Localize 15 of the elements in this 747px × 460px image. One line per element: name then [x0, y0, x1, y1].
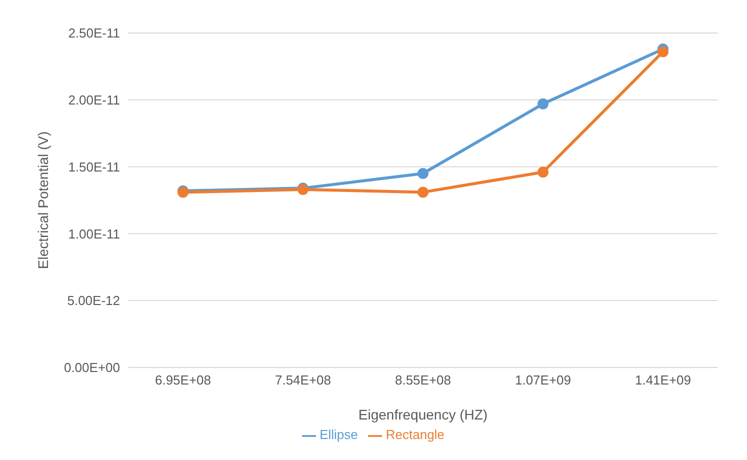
- y-tick-label: 1.50E-11: [68, 159, 120, 174]
- legend-label: Ellipse: [320, 427, 358, 442]
- y-tick-label: 5.00E-12: [67, 293, 120, 308]
- y-axis-title: Electrical Potential (V): [34, 131, 51, 270]
- y-tick-label: 0.00E+00: [64, 360, 120, 376]
- y-tick-label: 2.50E-11: [68, 26, 120, 41]
- legend-label: Rectangle: [386, 427, 444, 442]
- y-tick-label: 1.00E-11: [68, 226, 120, 242]
- x-tick-label: 1.07E+09: [514, 372, 572, 388]
- x-tick-label: 6.95E+08: [154, 372, 212, 388]
- x-tick-label: 8.55E+08: [394, 372, 452, 388]
- y-tick-label: 2.00E-11: [68, 92, 120, 108]
- x-tick-label: 1.41E+09: [634, 372, 692, 388]
- x-tick-label: 7.54E+08: [274, 372, 332, 388]
- x-axis-title: Eigenfrequency (HZ): [358, 406, 488, 422]
